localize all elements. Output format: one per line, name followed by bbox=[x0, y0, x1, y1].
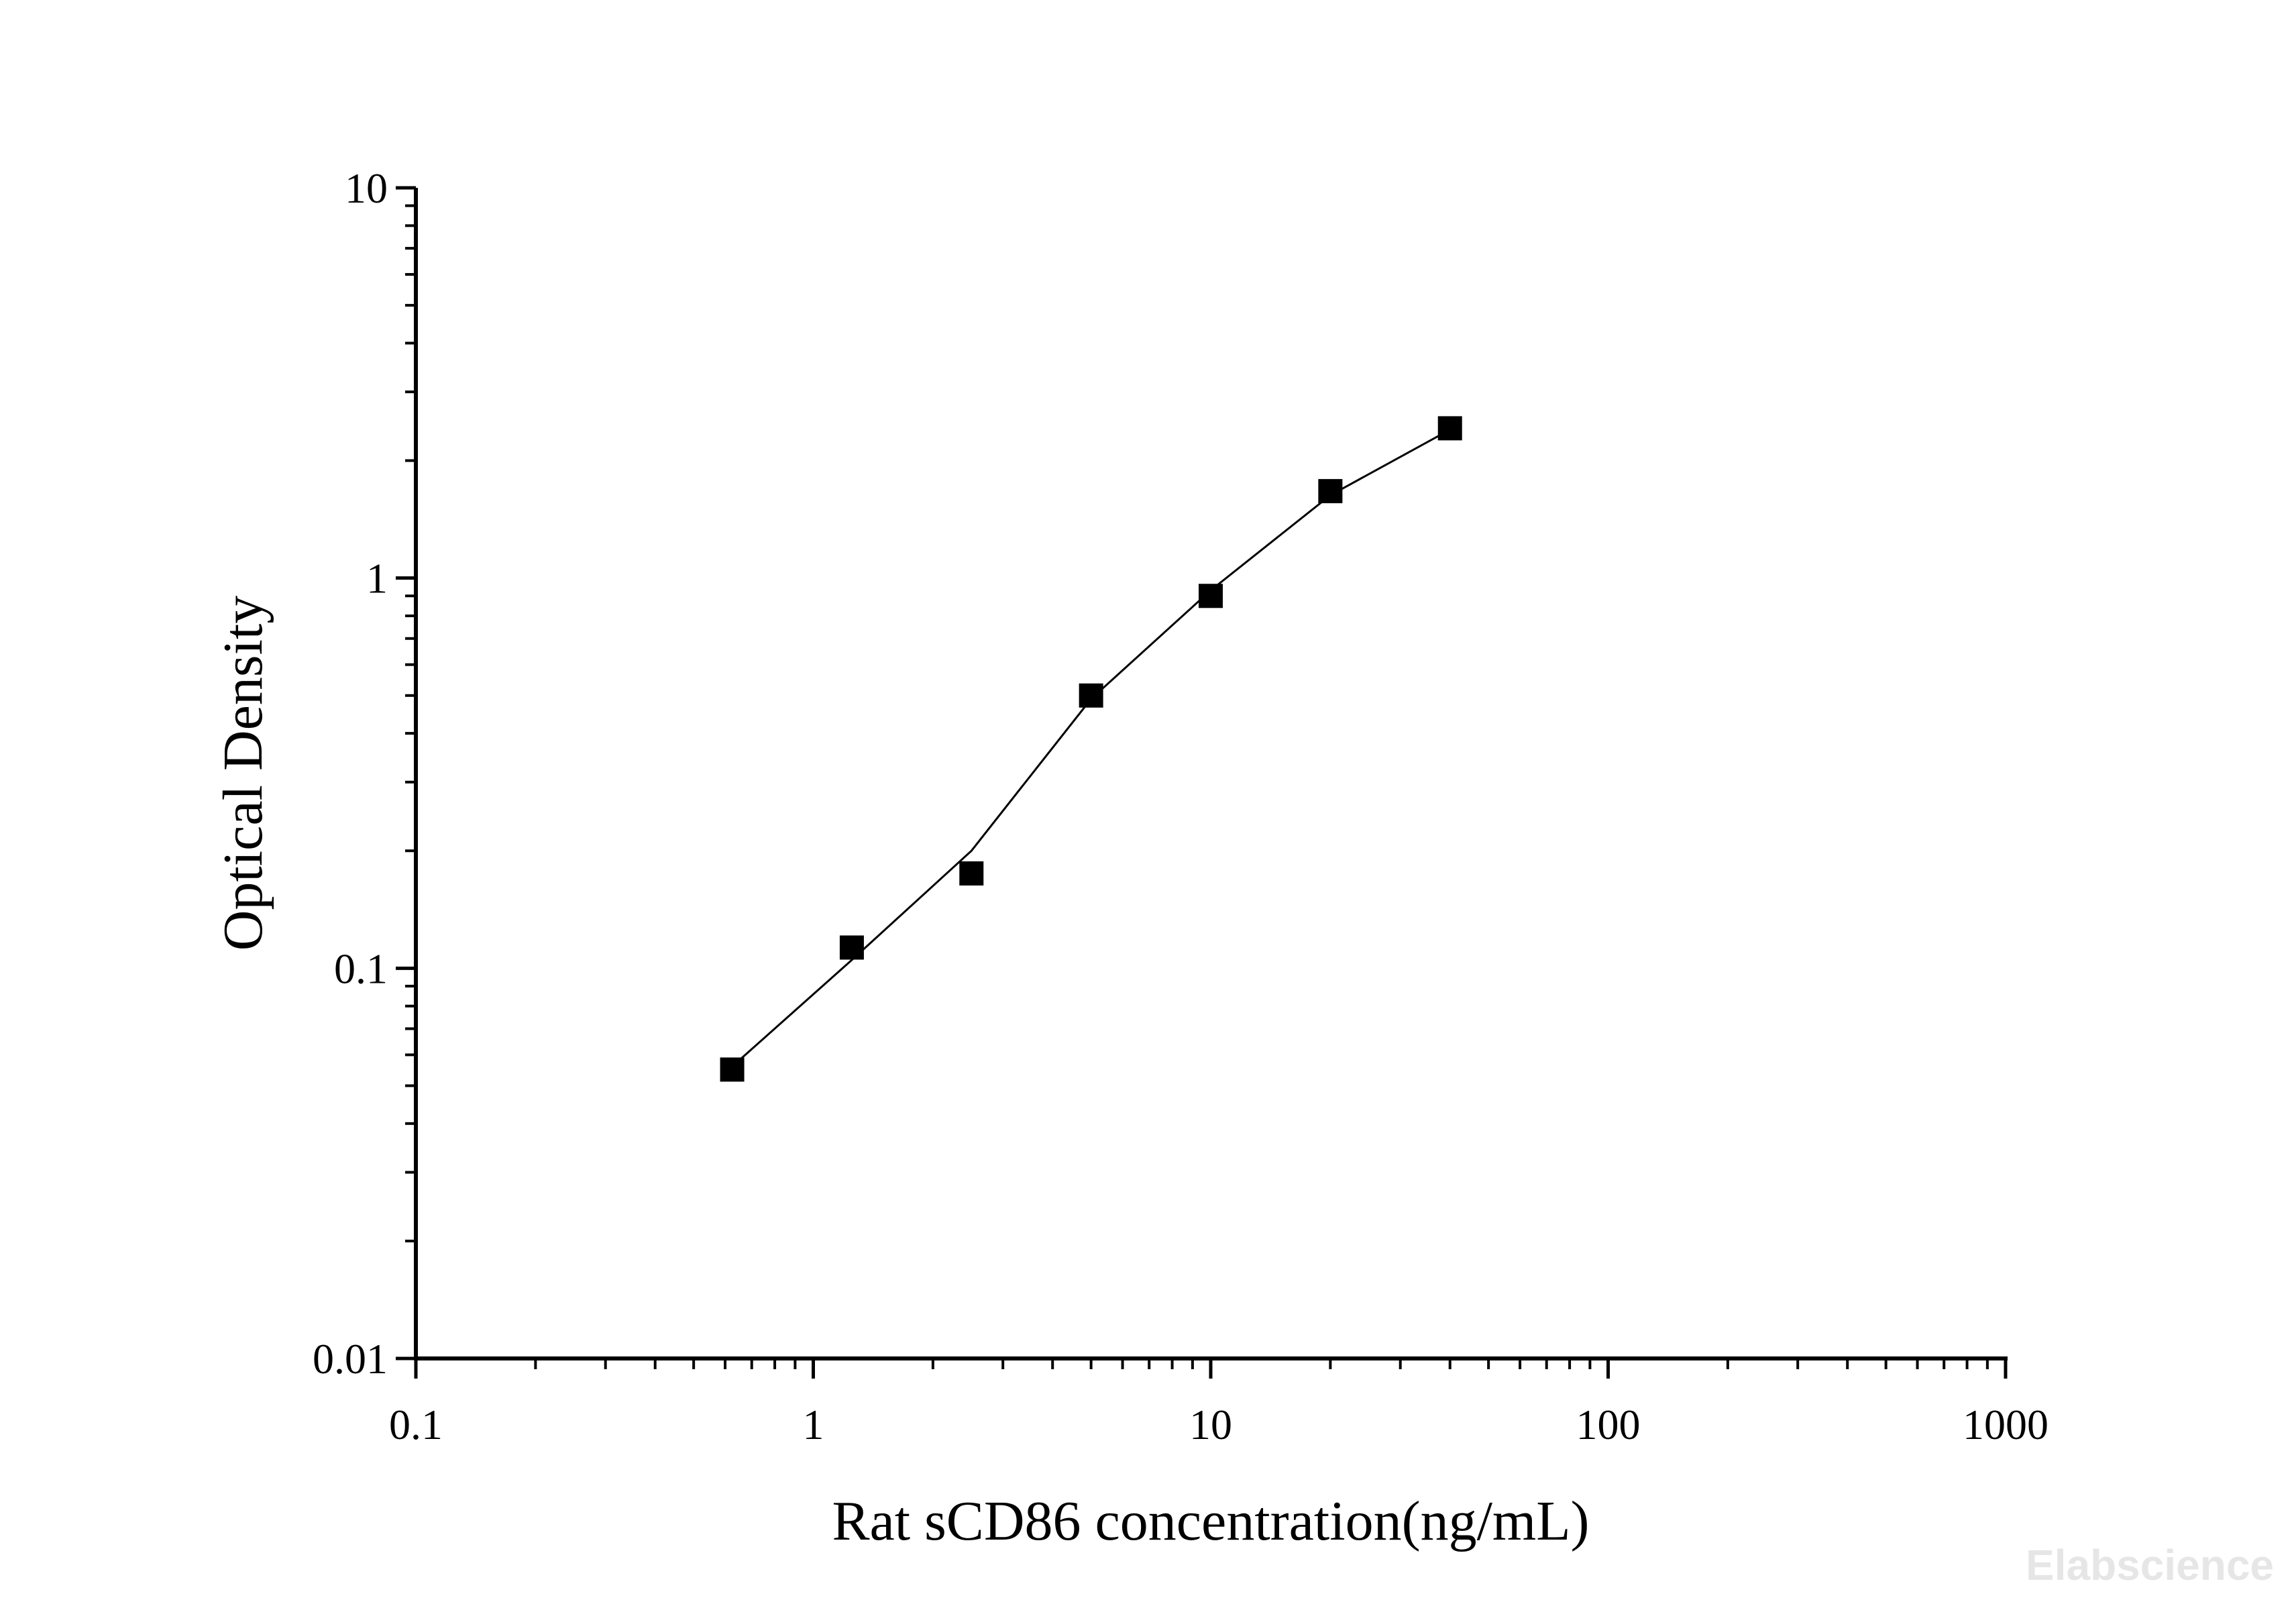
x-tick-label: 100 bbox=[1576, 1401, 1641, 1448]
data-points bbox=[720, 416, 1462, 1082]
y-tick-label: 0.01 bbox=[313, 1335, 388, 1383]
y-axis-title: Optical Density bbox=[212, 596, 274, 951]
y-axis-ticks: 0.01 0.1 1 10 bbox=[313, 164, 416, 1383]
data-point bbox=[1079, 683, 1103, 708]
data-point bbox=[720, 1057, 745, 1082]
data-point bbox=[959, 861, 984, 886]
data-point bbox=[839, 935, 864, 960]
x-tick-label: 10 bbox=[1189, 1401, 1232, 1448]
x-axis-title: Rat sCD86 concentration(ng/mL) bbox=[832, 1490, 1589, 1552]
y-tick-label: 1 bbox=[366, 555, 388, 602]
x-axis-ticks: 0.1 1 10 100 1000 bbox=[389, 1358, 2048, 1448]
data-point bbox=[1199, 584, 1223, 608]
x-tick-label: 1000 bbox=[1963, 1401, 2048, 1448]
data-point bbox=[1437, 416, 1462, 441]
watermark-logo: Elabscience bbox=[2026, 1541, 2274, 1589]
x-tick-label: 0.1 bbox=[389, 1401, 443, 1448]
data-point bbox=[1318, 479, 1343, 504]
x-tick-label: 1 bbox=[803, 1401, 824, 1448]
fit-curve-line bbox=[731, 429, 1451, 1067]
y-tick-label: 0.1 bbox=[334, 945, 388, 992]
y-tick-label: 10 bbox=[345, 164, 388, 212]
